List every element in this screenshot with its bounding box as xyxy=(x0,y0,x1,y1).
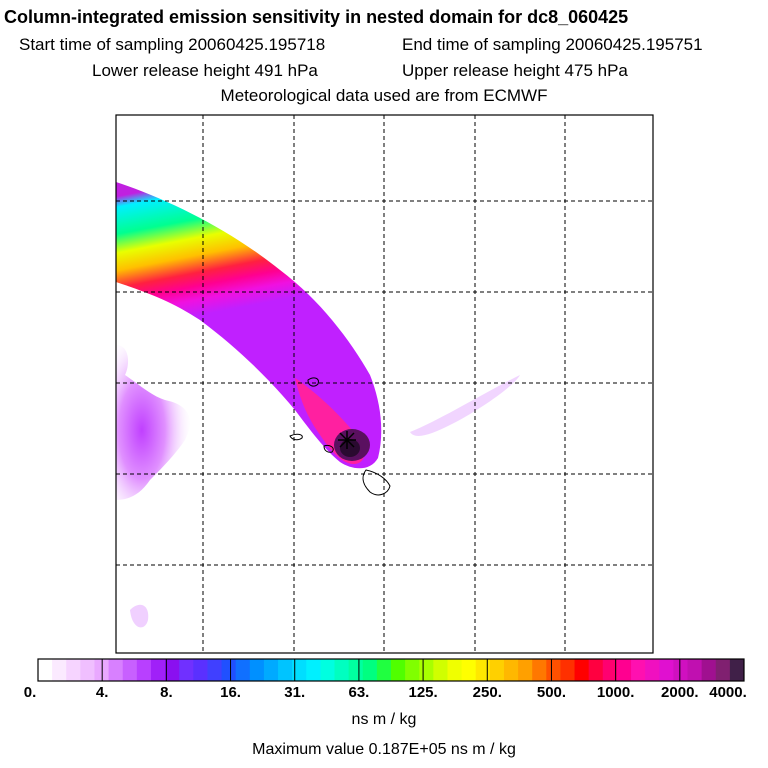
colorbar-frame xyxy=(37,658,745,682)
colorbar-tick-label: 125. xyxy=(408,684,438,701)
colorbar-cell xyxy=(631,659,646,681)
island-big xyxy=(362,469,391,496)
colorbar-cell xyxy=(391,659,406,681)
colorbar-cell xyxy=(193,659,208,681)
release-point-marker xyxy=(338,431,356,449)
colorbar-cell xyxy=(348,659,364,681)
colorbar-cell xyxy=(518,659,533,681)
colorbar-cell xyxy=(320,659,336,681)
colorbar-cell xyxy=(532,659,547,681)
colorbar-cell xyxy=(433,659,448,681)
colorbar-cell xyxy=(673,659,689,681)
colorbar-cell xyxy=(249,659,265,681)
colorbar-cell xyxy=(235,659,251,681)
colorbar-cell xyxy=(278,659,293,681)
colorbar-cell xyxy=(292,659,307,681)
colorbar-cell xyxy=(701,659,717,681)
upper-release-height-label: Upper release height 475 hPa xyxy=(402,61,628,80)
plot-title: Column-integrated emission sensitivity i… xyxy=(4,7,629,27)
colorbar-cell xyxy=(38,659,53,681)
island-outline xyxy=(307,377,319,387)
colorbar-tick-label: 8. xyxy=(160,684,173,701)
colorbar-cell xyxy=(306,659,321,681)
colorbar-cell xyxy=(376,659,392,681)
colorbar-cell xyxy=(179,659,194,681)
colorbar-cell xyxy=(645,659,660,681)
colorbar-tick-label: 500. xyxy=(536,684,567,701)
colorbar-cell xyxy=(659,659,674,681)
lower-release-height-label: Lower release height 491 hPa xyxy=(92,61,318,80)
colorbar-cell xyxy=(362,659,378,681)
start-time-label: Start time of sampling 20060425.195718 xyxy=(19,35,326,54)
colorbar-cell xyxy=(122,659,138,681)
colorbar-tick-label: 31. xyxy=(284,684,306,701)
plot-frame xyxy=(115,114,654,654)
colorbar-cell xyxy=(447,659,463,681)
colorbar-cell xyxy=(66,659,81,681)
colorbar-cell xyxy=(263,659,279,681)
colorbar-tick-label: 63. xyxy=(348,684,370,701)
colorbar-tick-label: 4000. xyxy=(709,684,747,701)
colorbar-cell xyxy=(588,659,604,681)
colorbar-cell xyxy=(546,659,561,681)
low-sensitivity-region-south xyxy=(130,604,149,628)
colorbar-cell xyxy=(574,659,590,681)
colorbar-cell xyxy=(461,659,477,681)
colorbar-cell xyxy=(489,659,505,681)
low-sensitivity-region-east xyxy=(410,375,520,436)
island-outline xyxy=(289,433,303,441)
colorbar-tick-label: 16. xyxy=(220,684,241,701)
colorbar-cell xyxy=(729,659,745,681)
colorbar-cell xyxy=(52,659,67,681)
maximum-value-label: Maximum value 0.187E+05 ns m / kg xyxy=(252,741,516,758)
colorbar-cell xyxy=(405,659,420,681)
colorbar-tick-label: 1000. xyxy=(596,684,635,701)
low-sensitivity-region xyxy=(116,345,190,500)
colorbar-cell xyxy=(221,659,237,681)
colorbar-cell xyxy=(207,659,223,681)
met-data-label: Meteorological data used are from ECMWF xyxy=(220,86,548,105)
colorbar-tick-label: 0. xyxy=(23,684,37,701)
colorbar-cell xyxy=(602,659,618,681)
colorbar-cell xyxy=(503,659,519,681)
colorbar-cell xyxy=(165,659,180,681)
colorbar-cell xyxy=(475,659,491,681)
colorbar-cell xyxy=(334,659,350,681)
colorbar-cell xyxy=(715,659,731,681)
colorbar-tick-label: 4. xyxy=(95,684,109,701)
colorbar-cell xyxy=(108,659,124,681)
plume-peak-center xyxy=(340,439,360,457)
colorbar-cell xyxy=(419,659,434,681)
colorbar-cell xyxy=(150,659,166,681)
colorbar-cell xyxy=(687,659,703,681)
colorbar-cell xyxy=(136,659,152,681)
colorbar-cell xyxy=(80,659,95,681)
map-grid xyxy=(116,115,653,653)
colorbar-units: ns m / kg xyxy=(351,711,417,728)
colorbar-cell xyxy=(616,659,632,681)
colorbar-tick-label: 2000. xyxy=(661,684,699,701)
island-outline xyxy=(323,445,334,453)
colorbar-cell xyxy=(560,659,576,681)
end-time-label: End time of sampling 20060425.195751 xyxy=(402,35,703,54)
colorbar-tick-label: 250. xyxy=(472,684,502,701)
